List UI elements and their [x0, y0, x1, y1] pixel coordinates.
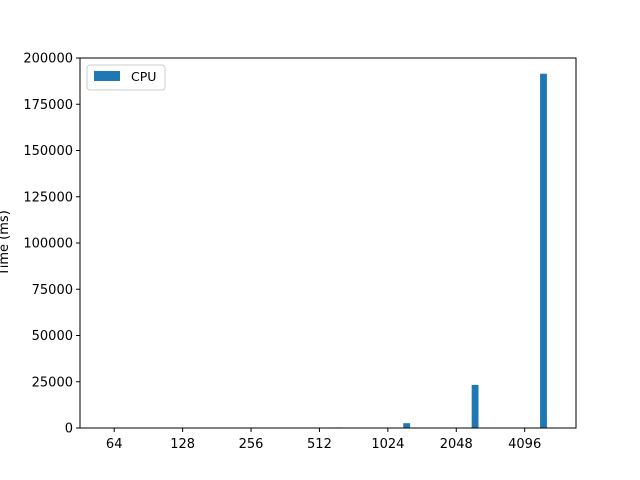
bar-4096 — [540, 73, 547, 428]
x-tick-label-4096: 4096 — [508, 437, 541, 452]
x-tick-label-64: 64 — [106, 437, 123, 452]
y-tick-label: 0 — [65, 422, 73, 437]
y-tick-label: 75000 — [32, 283, 73, 298]
y-axis: 0 25000 50000 75000 100000 125000 150000 175000… — [23, 52, 80, 437]
x-tick-label-256: 256 — [239, 437, 264, 452]
y-tick-label: 50000 — [32, 329, 73, 344]
bar-1024 — [403, 423, 411, 428]
legend-swatch-cpu — [94, 71, 120, 81]
x-tick-label-1024: 1024 — [371, 437, 404, 452]
legend-label-cpu: CPU — [131, 69, 156, 84]
y-tick-label: 150000 — [23, 144, 73, 159]
y-axis-label: Time (ms) — [0, 210, 12, 277]
y-tick-label: 125000 — [23, 190, 73, 205]
y-tick-label: 100000 — [23, 237, 73, 252]
x-tick-label-128: 128 — [170, 437, 195, 452]
x-tick-label-2048: 2048 — [440, 437, 473, 452]
y-tick-label: 25000 — [32, 375, 73, 390]
bar-2048 — [471, 384, 479, 428]
legend: CPU — [86, 64, 166, 91]
y-tick-label: 175000 — [23, 98, 73, 113]
x-tick-label-512: 512 — [307, 437, 332, 452]
x-axis: 64 128 256 512 1024 2048 4096 — [106, 428, 541, 452]
y-tick-label: 200000 — [23, 52, 73, 67]
